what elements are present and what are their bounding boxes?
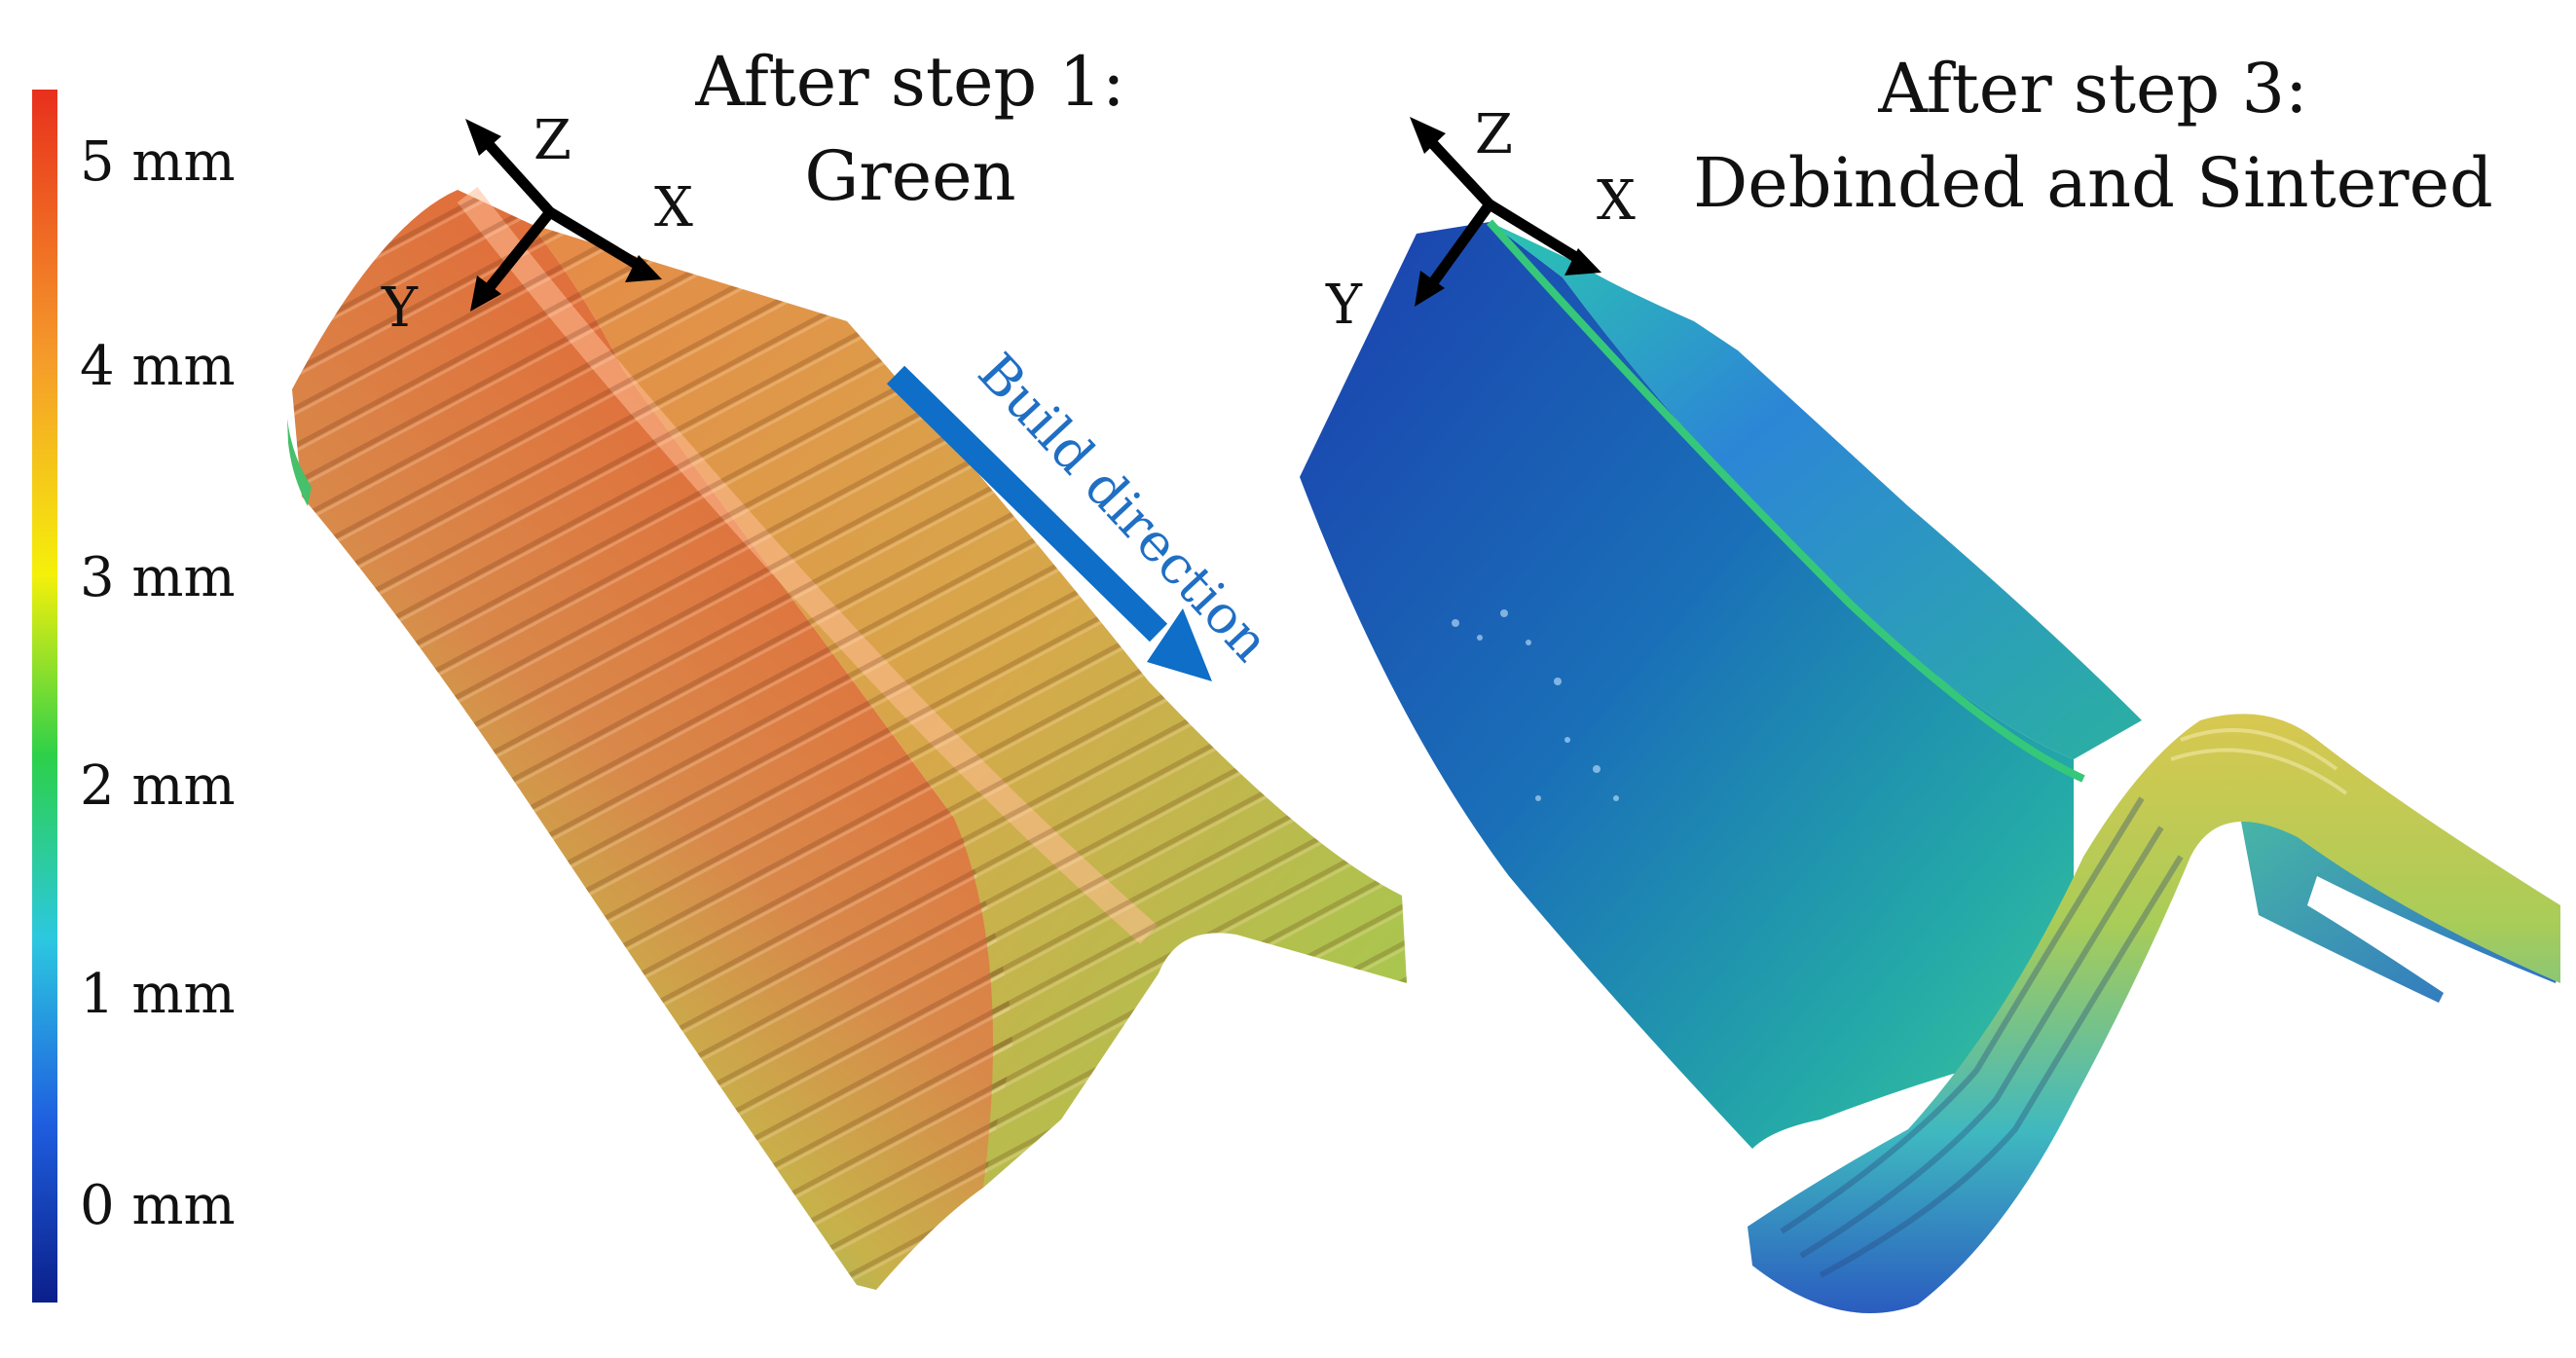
right-title-line1: After step 3: [1877, 49, 2307, 128]
right-axis-x-label: X [1597, 169, 1636, 233]
sintered-part-scan [1300, 219, 2560, 1313]
left-axes: Z X Y [381, 109, 693, 340]
build-direction-arrow [886, 365, 1212, 681]
left-title-line2: Green [804, 136, 1015, 216]
left-title-line1: After step 1: [694, 42, 1124, 122]
right-axis-y-label: Y [1325, 274, 1363, 337]
right-axes: Z X Y [1325, 103, 1636, 337]
right-axis-z-label: Z [1475, 103, 1513, 166]
colorbar-tick-3mm: 3 mm [80, 546, 236, 609]
right-title-line2: Debinded and Sintered [1693, 143, 2493, 223]
colorbar-tick-1mm: 1 mm [80, 963, 236, 1026]
colorbar-tick-2mm: 2 mm [80, 754, 236, 818]
colorbar: 5 mm 4 mm 3 mm 2 mm 1 mm 0 mm [32, 90, 236, 1303]
colorbar-tick-4mm: 4 mm [80, 335, 236, 398]
left-panel: After step 1: Green Z X Y Build directio… [287, 42, 1407, 1290]
colorbar-gradient [32, 90, 57, 1303]
colorbar-tick-5mm: 5 mm [80, 130, 236, 194]
green-part-scan [287, 187, 1407, 1290]
left-axis-z-label: Z [534, 109, 571, 172]
colorbar-tick-0mm: 0 mm [80, 1174, 236, 1237]
left-axis-x-label: X [654, 176, 693, 239]
right-panel: After step 3: Debinded and Sintered Z X … [1300, 49, 2560, 1313]
left-axis-y-label: Y [381, 276, 419, 340]
